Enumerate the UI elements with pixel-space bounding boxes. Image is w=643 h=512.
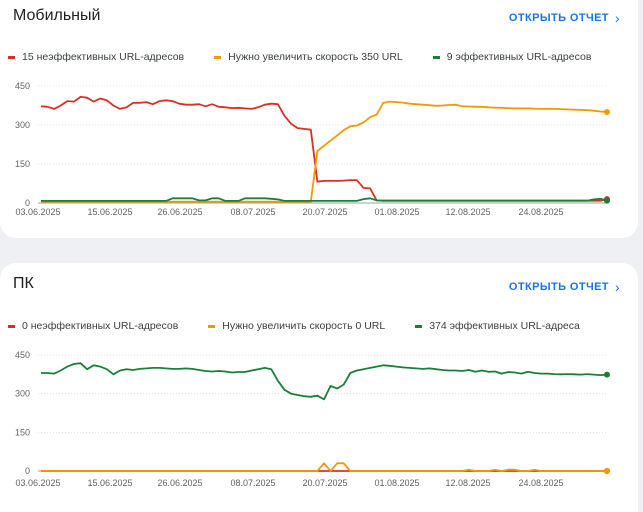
x-tick-label: 20.07.2025 xyxy=(302,478,347,488)
legend-swatch-orange xyxy=(208,324,216,328)
x-tick-label: 20.07.2025 xyxy=(302,207,347,217)
series-line xyxy=(40,96,608,202)
chevron-right-icon: › xyxy=(614,10,620,26)
x-tick-label: 01.08.2025 xyxy=(374,207,419,217)
legend-label: 9 эффективных URL-адресов xyxy=(446,51,592,63)
y-tick-label: 150 xyxy=(15,159,30,169)
series-line xyxy=(41,362,608,401)
mobile-legend: 15 неэффективных URL-адресов Нужно увели… xyxy=(8,51,621,63)
x-tick-label: 24.08.2025 xyxy=(518,207,563,217)
y-tick-label: 450 xyxy=(15,81,30,91)
desktop-legend: 0 неэффективных URL-адресов Нужно увелич… xyxy=(8,320,610,332)
series-endpoint xyxy=(604,197,610,204)
legend-swatch-green xyxy=(415,324,423,328)
desktop-open-report-button[interactable]: ОТКРЫТЬ ОТЧЕТ › xyxy=(509,279,620,295)
desktop-card: ПК ОТКРЫТЬ ОТЧЕТ › 0 неэффективных URL-а… xyxy=(0,263,638,512)
y-tick-label: 150 xyxy=(15,427,30,437)
desktop-open-report-label: ОТКРЫТЬ ОТЧЕТ xyxy=(508,281,609,293)
legend-label: 15 неэффективных URL-адресов xyxy=(22,51,185,63)
series-endpoint xyxy=(604,468,610,474)
mobile-open-report-label: ОТКРЫТЬ ОТЧЕТ xyxy=(508,12,609,24)
legend-swatch-red xyxy=(8,55,15,59)
series-endpoint xyxy=(604,371,610,378)
legend-item-inefficient[interactable]: 0 неэффективных URL-адресов xyxy=(8,320,178,332)
legend-label: 374 эффективных URL-адреса xyxy=(429,320,580,332)
desktop-title: ПК xyxy=(13,275,34,292)
desktop-line-chart: 0 150 300 450 03.06.2025 15.06.2025 26.06.2025… xyxy=(15,350,610,488)
legend-label: Нужно увеличить скорость 0 URL xyxy=(222,320,386,332)
legend-item-efficient[interactable]: 9 эффективных URL-адресов xyxy=(432,51,592,63)
x-tick-label: 03.06.2025 xyxy=(15,207,60,217)
x-tick-label: 12.08.2025 xyxy=(445,478,490,488)
legend-item-needs-improvement[interactable]: Нужно увеличить скорость 350 URL xyxy=(214,51,403,63)
x-tick-label: 03.06.2025 xyxy=(15,478,60,488)
x-tick-label: 12.08.2025 xyxy=(445,207,490,217)
x-tick-label: 24.08.2025 xyxy=(518,478,563,488)
y-tick-label: 300 xyxy=(15,389,30,399)
legend-swatch-red xyxy=(8,324,15,328)
legend-item-efficient[interactable]: 374 эффективных URL-адреса xyxy=(415,320,580,332)
y-tick-label: 0 xyxy=(25,198,30,208)
series-line xyxy=(41,462,607,472)
mobile-title: Мобильный xyxy=(13,7,101,24)
x-tick-label: 26.06.2025 xyxy=(157,207,202,217)
x-tick-label: 01.08.2025 xyxy=(374,478,419,488)
y-tick-label: 300 xyxy=(15,120,30,130)
series-line xyxy=(41,197,608,202)
legend-label: Нужно увеличить скорость 350 URL xyxy=(228,51,403,63)
series-endpoint xyxy=(604,109,610,115)
mobile-open-report-button[interactable]: ОТКРЫТЬ ОТЧЕТ › xyxy=(509,10,620,26)
y-tick-label: 450 xyxy=(15,350,30,360)
x-tick-label: 15.06.2025 xyxy=(87,207,132,217)
mobile-line-chart: 0 150 300 450 03.06.2025 15.06.2025 26.06.2025… xyxy=(15,81,610,217)
x-tick-label: 08.07.2025 xyxy=(230,478,275,488)
y-tick-label: 0 xyxy=(25,466,30,476)
legend-swatch-green xyxy=(432,55,440,59)
x-tick-label: 26.06.2025 xyxy=(157,478,202,488)
x-tick-label: 08.07.2025 xyxy=(230,207,275,217)
legend-item-inefficient[interactable]: 15 неэффективных URL-адресов xyxy=(8,51,184,63)
legend-item-needs-improvement[interactable]: Нужно увеличить скорость 0 URL xyxy=(208,320,385,332)
chevron-right-icon: › xyxy=(614,279,620,295)
series-line xyxy=(41,100,608,203)
legend-swatch-orange xyxy=(214,55,222,59)
mobile-card: Мобильный ОТКРЫТЬ ОТЧЕТ › 15 неэффективн… xyxy=(0,0,638,238)
legend-label: 0 неэффективных URL-адресов xyxy=(22,320,179,332)
x-tick-label: 15.06.2025 xyxy=(87,478,132,488)
